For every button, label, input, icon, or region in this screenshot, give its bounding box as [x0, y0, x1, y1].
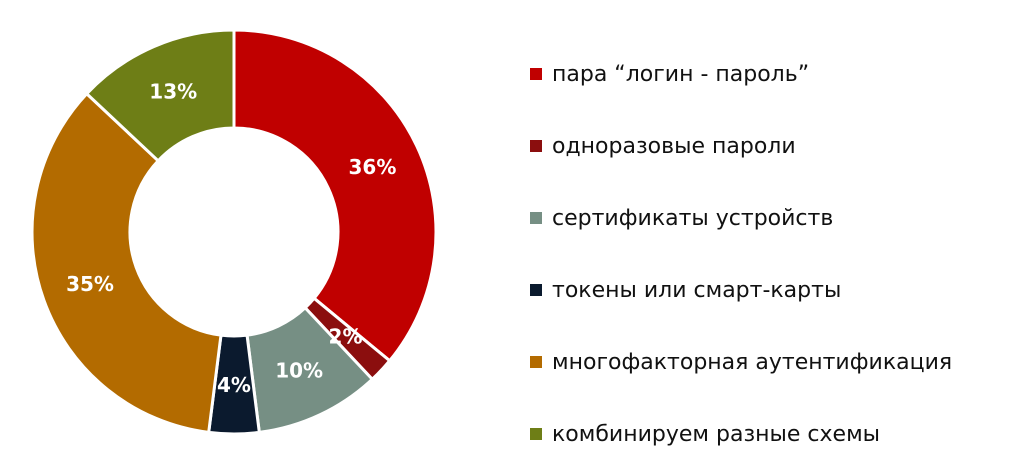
slice-value-label: 36%: [349, 155, 397, 179]
legend-item: токены или смарт-карты: [530, 254, 1020, 326]
donut-slices: [30, 28, 438, 436]
slice-value-label: 2%: [329, 325, 363, 349]
slice-value-label: 4%: [217, 373, 251, 397]
donut-slice: [232, 28, 438, 363]
legend-swatch: [530, 68, 542, 80]
legend-label: многофакторная аутентификация: [552, 349, 953, 375]
slice-value-label: 10%: [275, 358, 323, 382]
legend-item: многофакторная аутентификация: [530, 326, 1020, 398]
legend-item: пара “логин - пароль”: [530, 38, 1020, 110]
legend-label: сертификаты устройств: [552, 205, 834, 231]
chart-legend: пара “логин - пароль” одноразовые пароли с…: [530, 38, 1020, 470]
legend-item: сертификаты устройств: [530, 182, 1020, 254]
slice-value-label: 35%: [66, 272, 114, 296]
legend-label: комбинируем разные схемы: [552, 421, 881, 447]
donut-slice: [84, 28, 236, 163]
legend-swatch: [530, 284, 542, 296]
legend-label: пара “логин - пароль”: [552, 61, 810, 87]
slice-value-label: 13%: [149, 80, 197, 104]
legend-swatch: [530, 356, 542, 368]
legend-item: одноразовые пароли: [530, 110, 1020, 182]
legend-swatch: [530, 140, 542, 152]
legend-label: токены или смарт-карты: [552, 277, 842, 303]
legend-label: одноразовые пароли: [552, 133, 796, 159]
legend-swatch: [530, 212, 542, 224]
donut-slice: [30, 91, 223, 435]
legend-item: комбинируем разные схемы: [530, 398, 1020, 470]
legend-swatch: [530, 428, 542, 440]
donut-value-labels: 36% 2%10% 4% 35% 13%: [66, 80, 396, 397]
donut-chart: 36% 2%10% 4% 35% 13%: [30, 28, 438, 436]
